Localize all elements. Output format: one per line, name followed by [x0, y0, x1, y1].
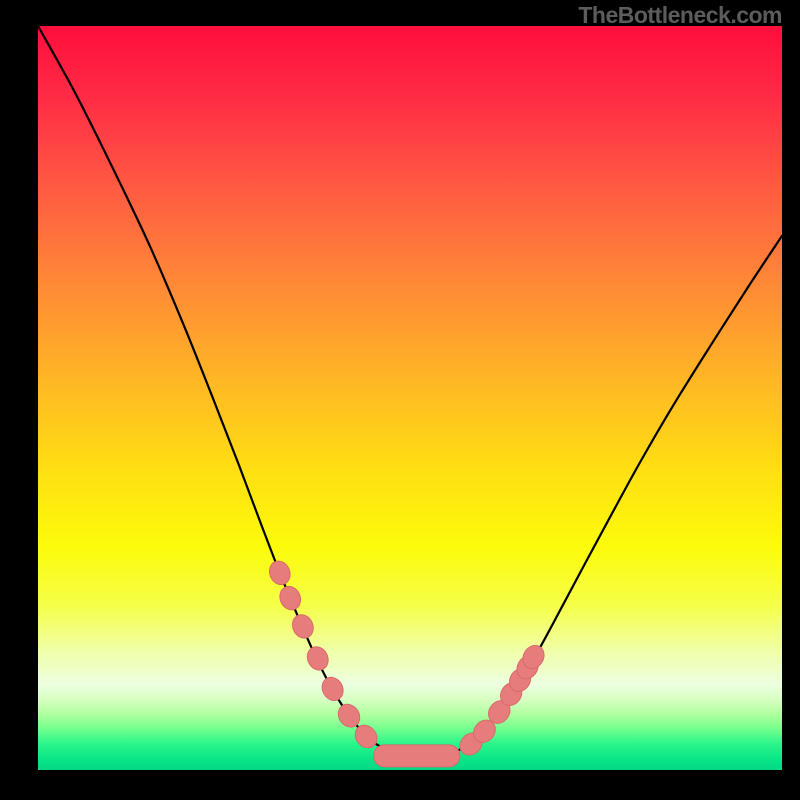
stage: TheBottleneck.com [0, 0, 800, 800]
bead [318, 674, 347, 705]
beads-left-cluster [266, 558, 381, 752]
bead [266, 558, 294, 588]
beads-bottom-pill [374, 745, 460, 767]
watermark-text: TheBottleneck.com [578, 2, 782, 29]
bottleneck-curve [38, 26, 782, 757]
bead [304, 643, 332, 673]
curve-svg [38, 26, 782, 770]
plot-area [38, 26, 782, 770]
bead-pill [374, 745, 460, 767]
bead [289, 611, 317, 641]
bead [276, 583, 304, 613]
beads-right-cluster [455, 642, 548, 760]
